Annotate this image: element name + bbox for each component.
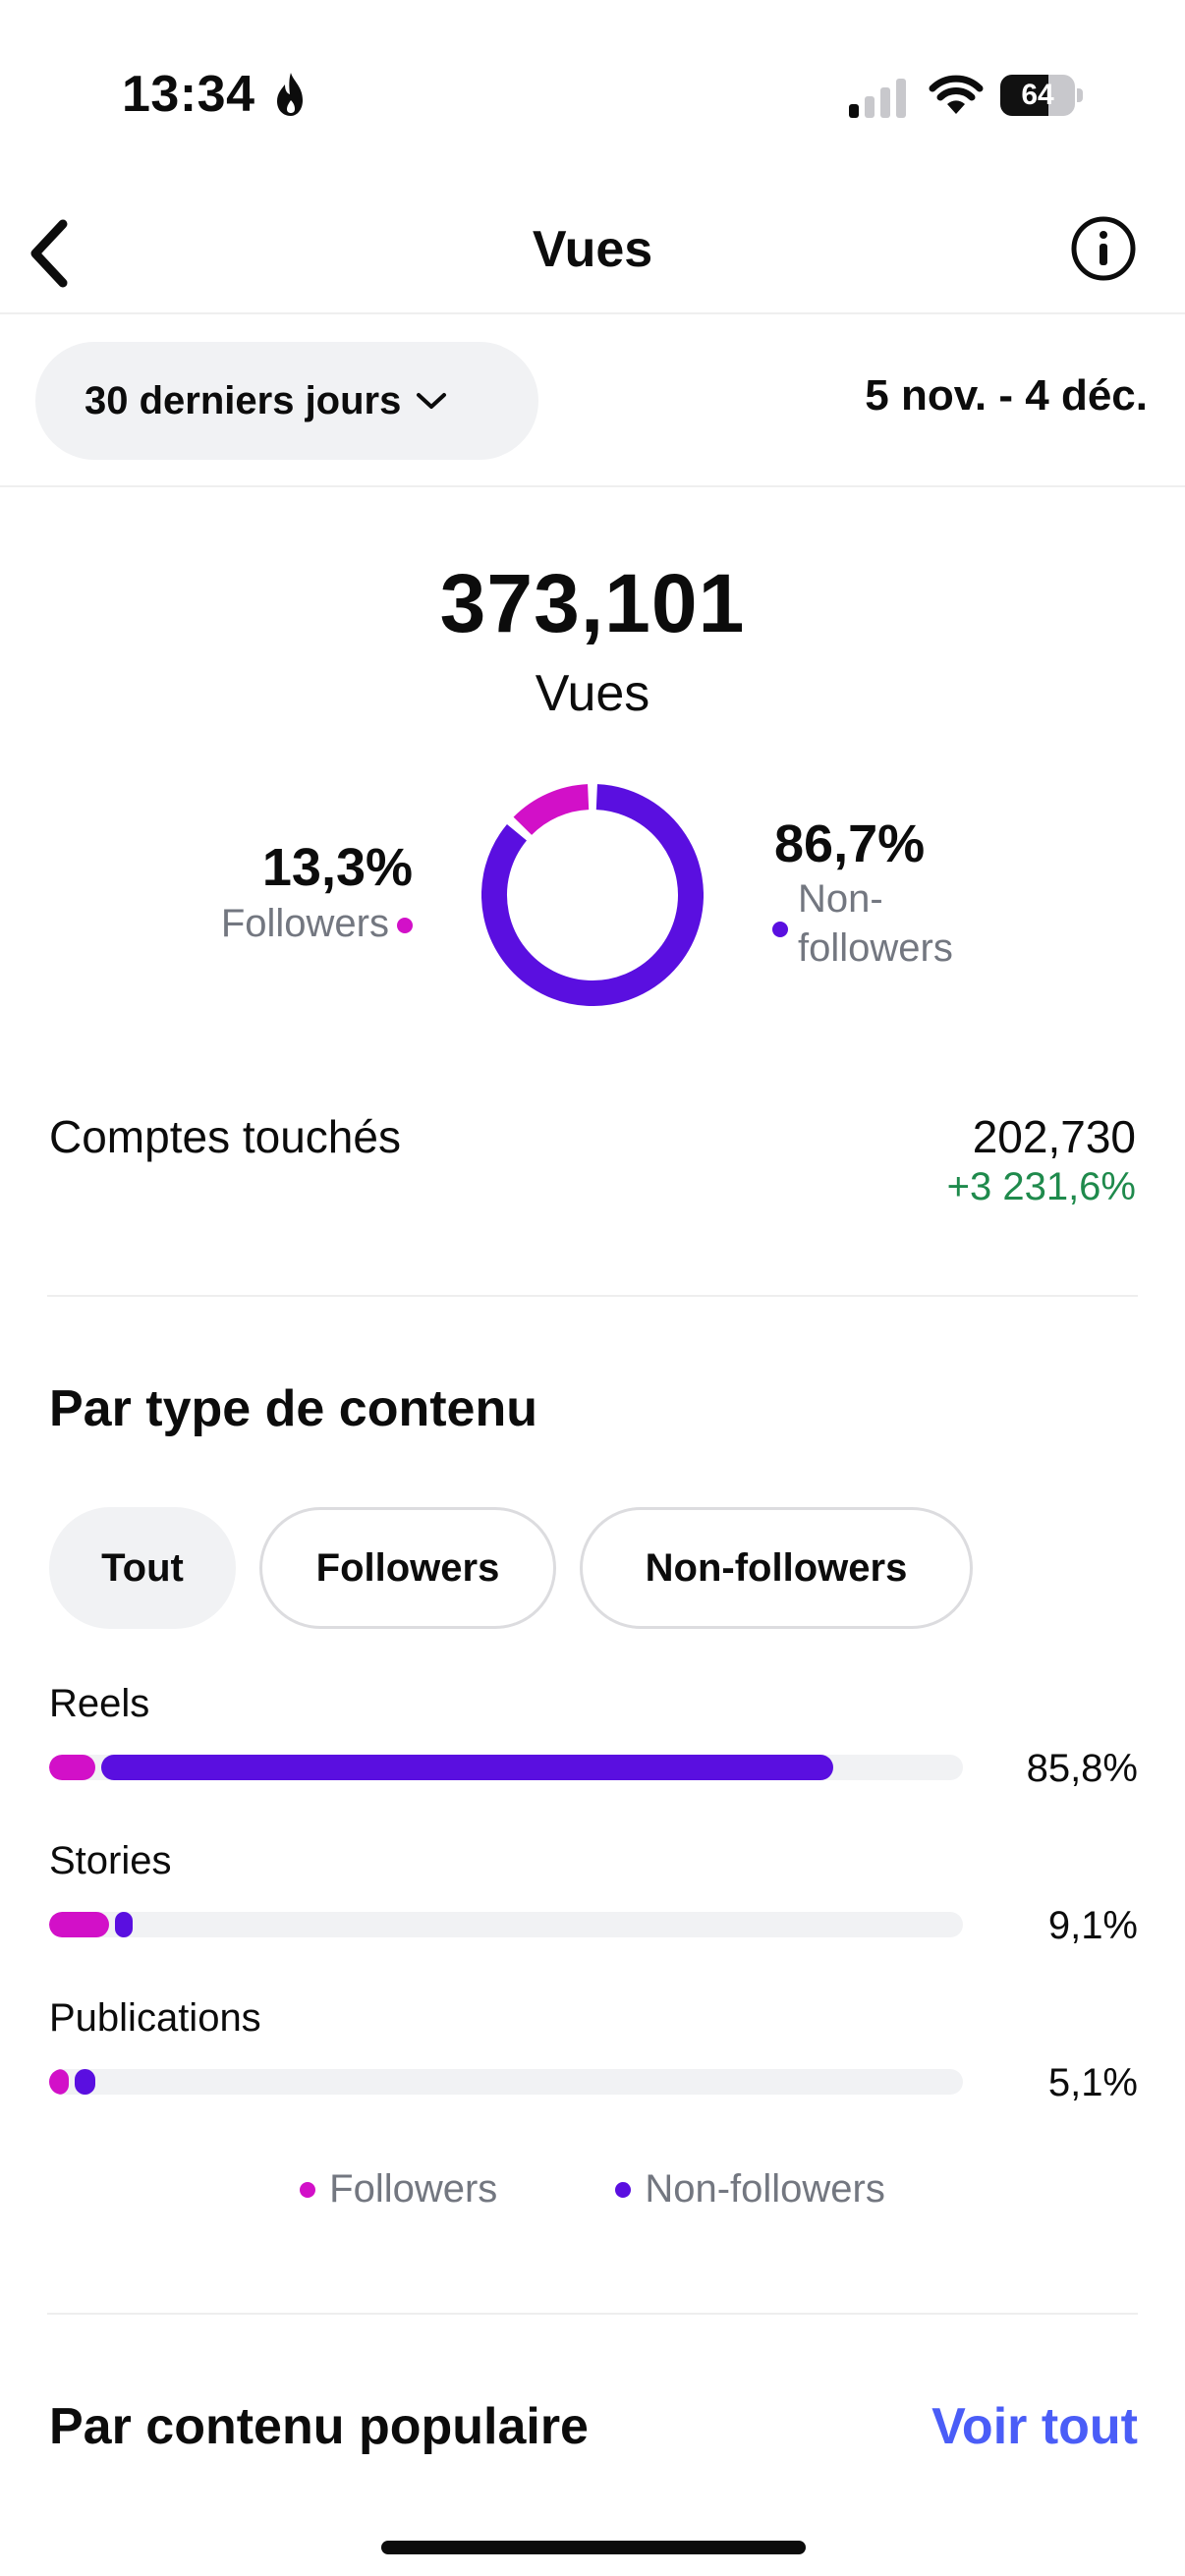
publications-bar — [49, 2069, 963, 2095]
content-type-tabs: Tout Followers Non-followers — [49, 1507, 973, 1629]
period-selector[interactable]: 30 derniers jours — [35, 342, 538, 460]
battery-fill — [1000, 75, 1048, 116]
period-label: 30 derniers jours — [85, 378, 402, 422]
back-arrow-icon[interactable] — [22, 214, 81, 293]
publications-label: Publications — [49, 1996, 261, 2040]
cellular-signal-icon — [849, 79, 906, 118]
reels-label: Reels — [49, 1682, 150, 1725]
content-type-title: Par type de contenu — [49, 1380, 537, 1437]
reels-row: Reels 85,8% — [49, 1682, 1138, 1800]
info-icon[interactable] — [1069, 214, 1138, 283]
bar-nonfollowers-segment — [100, 1755, 833, 1780]
nav-bar: Vues — [0, 187, 1185, 314]
nonfollowers-percentage: 86,7% — [774, 814, 926, 873]
reels-percentage: 85,8% — [1026, 1747, 1138, 1790]
nonfollowers-dot — [772, 922, 788, 937]
filter-row: 30 derniers jours 5 nov. - 4 déc. — [0, 314, 1185, 487]
accounts-reached-label: Comptes touchés — [49, 1111, 401, 1162]
bar-followers-segment — [49, 1755, 95, 1780]
publications-row: Publications 5,1% — [49, 1996, 1138, 2114]
tab-followers[interactable]: Followers — [259, 1507, 556, 1629]
followers-dot — [397, 918, 413, 934]
followers-percentage: 13,3% — [261, 838, 413, 897]
stories-label: Stories — [49, 1839, 172, 1882]
donut-nonfollowers-segment — [481, 784, 704, 1006]
total-views-label: Vues — [535, 665, 650, 722]
total-views-value: 373,101 — [439, 557, 746, 649]
publications-percentage: 5,1% — [1047, 2061, 1138, 2104]
accounts-reached-change: +3 231,6% — [946, 1165, 1136, 1208]
bar-followers-segment — [49, 2069, 69, 2095]
followers-legend-label: Followers — [220, 902, 389, 945]
nonfollowers-legend-label: Non-followers — [798, 877, 953, 970]
divider — [47, 2313, 1138, 2315]
stories-percentage: 9,1% — [1047, 1904, 1138, 1947]
chevron-down-icon — [417, 393, 447, 409]
wifi-icon — [929, 75, 984, 114]
stories-bar — [49, 1912, 963, 1937]
home-indicator — [381, 2541, 806, 2554]
battery-icon: 64 — [1000, 75, 1083, 116]
see-all-link[interactable]: Voir tout — [931, 2398, 1138, 2455]
status-bar: 13:34 64 — [0, 0, 1185, 187]
flame-icon — [277, 73, 303, 116]
stories-row: Stories 9,1% — [49, 1839, 1138, 1957]
reels-bar — [49, 1755, 963, 1780]
donut-followers-segment — [513, 784, 590, 836]
page-title: Vues — [532, 221, 653, 278]
divider — [47, 1295, 1138, 1297]
accounts-reached-value: 202,730 — [972, 1111, 1136, 1162]
nonfollowers-legend: Non-followers — [772, 874, 1024, 973]
tab-all[interactable]: Tout — [49, 1507, 236, 1629]
tab-nonfollowers[interactable]: Non-followers — [580, 1507, 973, 1629]
bar-nonfollowers-segment — [74, 2069, 96, 2095]
legend-followers: Followers — [300, 2167, 497, 2212]
legend-followers-dot — [300, 2181, 316, 2198]
legend-followers-label: Followers — [329, 2167, 498, 2211]
bar-nonfollowers-segment — [115, 1912, 133, 1937]
bars-legend: Followers Non-followers — [0, 2167, 1185, 2212]
date-range: 5 nov. - 4 déc. — [865, 371, 1148, 420]
legend-nonfollowers-label: Non-followers — [645, 2167, 885, 2211]
bar-followers-segment — [49, 1912, 110, 1937]
followers-legend: Followers — [147, 902, 413, 946]
popular-content-title: Par contenu populaire — [49, 2398, 589, 2455]
legend-nonfollowers: Non-followers — [615, 2167, 885, 2212]
legend-nonfollowers-dot — [615, 2181, 632, 2198]
views-donut-chart — [481, 784, 704, 1006]
status-time: 13:34 — [122, 66, 255, 123]
battery-level: 64 — [1021, 79, 1054, 111]
